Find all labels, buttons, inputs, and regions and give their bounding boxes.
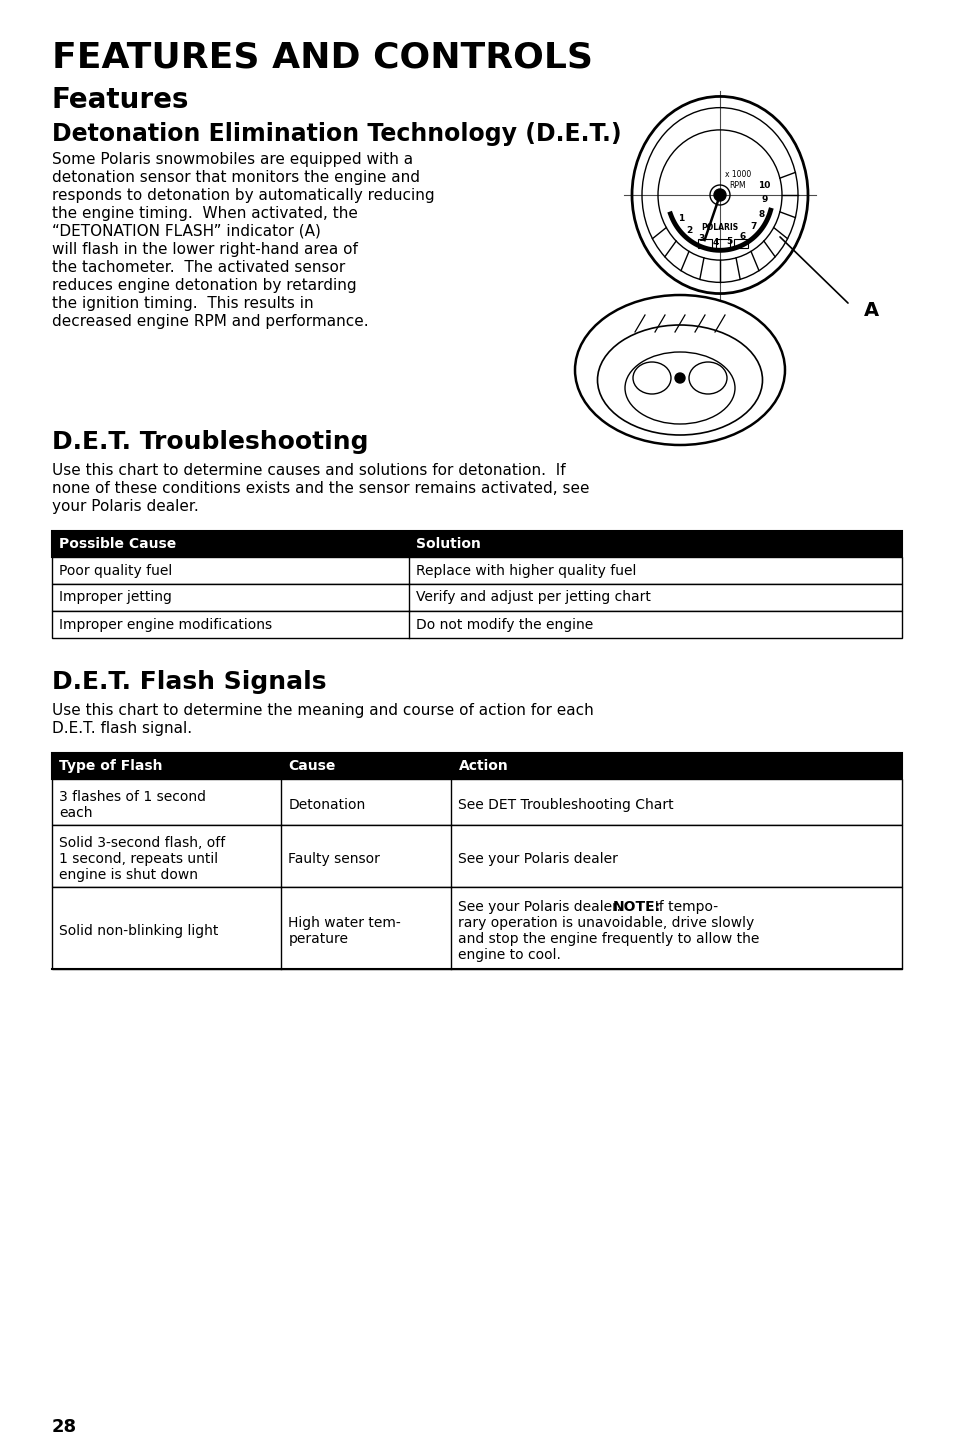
Bar: [698, 238, 711, 249]
Text: 10: 10: [758, 180, 770, 189]
Text: Faulty sensor: Faulty sensor: [288, 852, 380, 867]
Text: the engine timing.  When activated, the: the engine timing. When activated, the: [52, 206, 357, 221]
Text: Improper engine modifications: Improper engine modifications: [59, 618, 272, 631]
Text: Verify and adjust per jetting chart: Verify and adjust per jetting chart: [416, 590, 650, 605]
Bar: [52, 557, 901, 585]
Text: the ignition timing.  This results in: the ignition timing. This results in: [52, 297, 314, 311]
Bar: [52, 585, 901, 611]
Text: Possible Cause: Possible Cause: [59, 537, 176, 551]
Text: none of these conditions exists and the sensor remains activated, see: none of these conditions exists and the …: [52, 481, 589, 496]
Text: Some Polaris snowmobiles are equipped with a: Some Polaris snowmobiles are equipped wi…: [52, 153, 413, 167]
Text: Improper jetting: Improper jetting: [59, 590, 172, 605]
Text: See DET Troubleshooting Chart: See DET Troubleshooting Chart: [458, 798, 674, 811]
Text: “DETONATION FLASH” indicator (A): “DETONATION FLASH” indicator (A): [52, 224, 320, 238]
Text: and stop the engine frequently to allow the: and stop the engine frequently to allow …: [458, 932, 760, 947]
Text: decreased engine RPM and performance.: decreased engine RPM and performance.: [52, 314, 368, 329]
Text: Detonation Elimination Technology (D.E.T.): Detonation Elimination Technology (D.E.T…: [52, 122, 621, 145]
Text: Features: Features: [52, 86, 190, 113]
Text: responds to detonation by automatically reducing: responds to detonation by automatically …: [52, 188, 435, 204]
Text: D.E.T. Flash Signals: D.E.T. Flash Signals: [52, 670, 326, 694]
Bar: [716, 238, 729, 249]
Text: Do not modify the engine: Do not modify the engine: [416, 618, 593, 631]
Bar: [52, 611, 901, 638]
Text: 1: 1: [677, 214, 683, 224]
Text: Solid non-blinking light: Solid non-blinking light: [59, 923, 218, 938]
Text: If tempo-: If tempo-: [645, 900, 718, 915]
Text: Action: Action: [458, 759, 508, 774]
Text: 1 second, repeats until: 1 second, repeats until: [59, 852, 218, 867]
Circle shape: [675, 374, 684, 382]
Text: Type of Flash: Type of Flash: [59, 759, 162, 774]
Text: Detonation: Detonation: [288, 798, 365, 811]
Text: engine to cool.: engine to cool.: [458, 948, 560, 963]
Text: will flash in the lower right-hand area of: will flash in the lower right-hand area …: [52, 241, 357, 257]
Text: High water tem-: High water tem-: [288, 916, 401, 931]
Text: rary operation is unavoidable, drive slowly: rary operation is unavoidable, drive slo…: [458, 916, 754, 931]
Text: See your Polaris dealer: See your Polaris dealer: [458, 852, 618, 867]
Text: Use this chart to determine the meaning and course of action for each: Use this chart to determine the meaning …: [52, 702, 593, 718]
Text: Use this chart to determine causes and solutions for detonation.  If: Use this chart to determine causes and s…: [52, 462, 565, 478]
Text: your Polaris dealer.: your Polaris dealer.: [52, 499, 198, 515]
Text: 4: 4: [711, 238, 718, 247]
Bar: [52, 779, 901, 824]
Text: POLARIS: POLARIS: [700, 222, 738, 231]
Text: x 1000
RPM: x 1000 RPM: [724, 170, 750, 189]
Text: 7: 7: [750, 222, 756, 231]
Text: FEATURES AND CONTROLS: FEATURES AND CONTROLS: [52, 41, 593, 74]
Text: the tachometer.  The activated sensor: the tachometer. The activated sensor: [52, 260, 345, 275]
Text: 3: 3: [698, 234, 704, 243]
Text: D.E.T. Troubleshooting: D.E.T. Troubleshooting: [52, 430, 368, 454]
Text: NOTE:: NOTE:: [613, 900, 660, 915]
Text: 5: 5: [725, 237, 732, 246]
Text: perature: perature: [288, 932, 348, 947]
Text: Replace with higher quality fuel: Replace with higher quality fuel: [416, 564, 636, 577]
Text: Solid 3-second flash, off: Solid 3-second flash, off: [59, 836, 225, 851]
Bar: [733, 238, 747, 249]
Text: 3 flashes of 1 second: 3 flashes of 1 second: [59, 790, 206, 804]
Text: 28: 28: [52, 1418, 77, 1437]
Text: Poor quality fuel: Poor quality fuel: [59, 564, 172, 577]
Text: Solution: Solution: [416, 537, 480, 551]
Circle shape: [713, 189, 725, 201]
Text: 2: 2: [686, 225, 692, 234]
Text: detonation sensor that monitors the engine and: detonation sensor that monitors the engi…: [52, 170, 419, 185]
Text: A: A: [863, 301, 879, 320]
Text: See your Polaris dealer.: See your Polaris dealer.: [458, 900, 630, 915]
Text: engine is shut down: engine is shut down: [59, 868, 198, 883]
Text: 6: 6: [739, 231, 745, 241]
Text: reduces engine detonation by retarding: reduces engine detonation by retarding: [52, 278, 356, 294]
Text: Cause: Cause: [288, 759, 335, 774]
Bar: [52, 531, 901, 557]
Text: D.E.T. flash signal.: D.E.T. flash signal.: [52, 721, 192, 736]
Text: each: each: [59, 806, 92, 820]
Bar: [52, 887, 901, 968]
Bar: [52, 753, 901, 779]
Bar: [52, 824, 901, 887]
Text: 8: 8: [758, 209, 763, 220]
Text: 9: 9: [761, 195, 767, 205]
